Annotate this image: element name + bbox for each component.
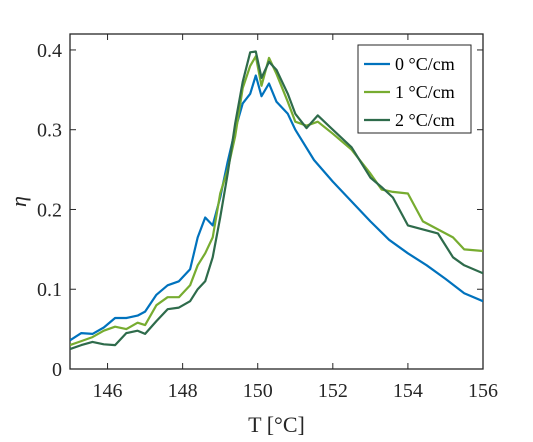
x-axis-label: T [°C] [248, 412, 305, 437]
legend: 0 °C/cm 1 °C/cm 2 °C/cm [357, 44, 472, 134]
axis-labels: T [°C] η [6, 196, 305, 437]
x-axis: 146 148 150 152 154 156 [93, 34, 498, 402]
legend-label-2: 2 °C/cm [395, 110, 455, 130]
y-tick-label: 0.1 [37, 279, 62, 301]
x-tick-label: 146 [93, 380, 123, 402]
y-tick-label: 0.4 [37, 40, 62, 62]
y-axis-label: η [6, 196, 31, 207]
y-axis: 0 0.1 0.2 0.3 0.4 [37, 40, 483, 381]
x-tick-label: 148 [168, 380, 198, 402]
x-tick-label: 156 [468, 380, 498, 402]
legend-label-0: 0 °C/cm [395, 54, 455, 74]
legend-label-1: 1 °C/cm [395, 82, 455, 102]
x-tick-label: 150 [243, 380, 273, 402]
plot-border [69, 33, 484, 370]
series-line-1 [70, 55, 483, 347]
y-tick-label: 0.2 [37, 199, 62, 221]
legend-box [357, 44, 472, 134]
x-tick-label: 154 [393, 380, 423, 402]
plot-frame [69, 33, 484, 370]
series-layer [70, 50, 483, 351]
y-tick-label: 0 [52, 359, 62, 381]
y-tick-label: 0.3 [37, 120, 62, 142]
series-line-2 [70, 50, 483, 351]
x-tick-label: 152 [318, 380, 348, 402]
